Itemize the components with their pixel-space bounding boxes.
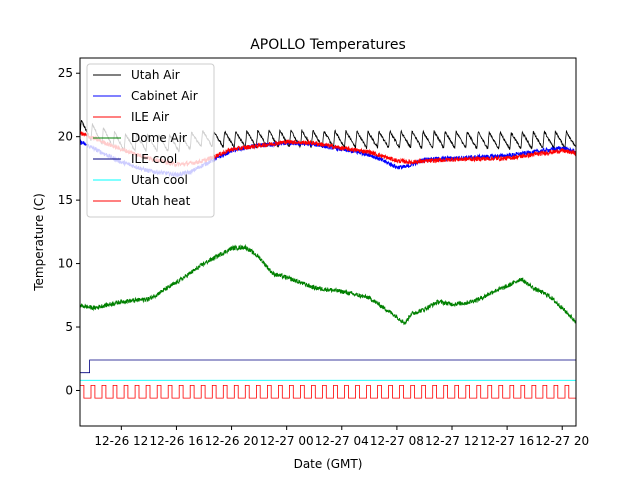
x-tick-label: 12-26 16 bbox=[149, 434, 203, 448]
x-tick-label: 12-27 08 bbox=[370, 434, 424, 448]
x-tick-label: 12-27 00 bbox=[260, 434, 314, 448]
legend-label: Utah cool bbox=[131, 173, 188, 187]
series-line-ile-cool bbox=[80, 359, 576, 374]
x-tick-label: 12-27 12 bbox=[425, 434, 479, 448]
y-tick-label: 5 bbox=[65, 320, 73, 334]
series-line-dome-air bbox=[79, 243, 577, 326]
y-tick-label: 10 bbox=[58, 257, 73, 271]
y-tick-label: 15 bbox=[58, 193, 73, 207]
y-tick-label: 25 bbox=[58, 66, 73, 80]
legend-label: Cabinet Air bbox=[131, 89, 198, 103]
legend-box bbox=[86, 63, 215, 218]
chart-title: APOLLO Temperatures bbox=[250, 37, 406, 53]
legend-label: ILE Air bbox=[131, 110, 169, 124]
plot-frame bbox=[79, 57, 577, 427]
y-axis-label: Temperature (C) bbox=[32, 193, 46, 292]
x-axis-label: Date (GMT) bbox=[294, 457, 363, 471]
legend-label: Dome Air bbox=[131, 131, 187, 145]
legend: Utah Air Cabinet Air ILE Air Dome Air ILE co… bbox=[86, 63, 215, 218]
legend-label: Utah heat bbox=[131, 194, 191, 208]
x-tick-label: 12-27 04 bbox=[315, 434, 369, 448]
legend-label: ILE cool bbox=[131, 152, 177, 166]
y-tick-label: 20 bbox=[58, 130, 73, 144]
x-tick-label: 12-27 20 bbox=[535, 434, 589, 448]
x-tick-label: 12-26 12 bbox=[94, 434, 148, 448]
y-tick-label: 0 bbox=[65, 383, 73, 397]
series-line-utah-heat bbox=[79, 385, 577, 399]
legend-label: Utah Air bbox=[131, 68, 180, 82]
x-tick-label: 12-26 20 bbox=[205, 434, 259, 448]
x-tick-label: 12-27 16 bbox=[480, 434, 534, 448]
